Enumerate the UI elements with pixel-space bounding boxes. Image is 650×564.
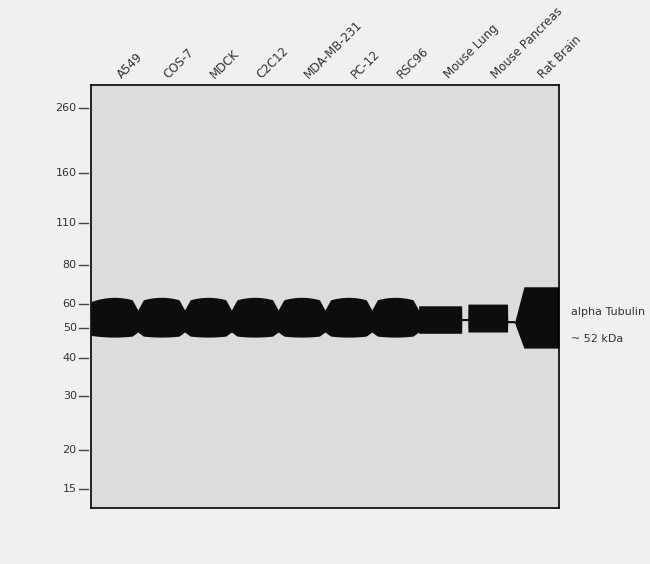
Text: MDA-MB-231: MDA-MB-231	[302, 17, 365, 81]
Text: 15: 15	[62, 483, 77, 494]
Text: Mouse Lung: Mouse Lung	[442, 21, 501, 81]
Text: 80: 80	[62, 260, 77, 270]
Text: Mouse Pancreas: Mouse Pancreas	[489, 5, 565, 81]
Text: 260: 260	[56, 103, 77, 113]
Text: alpha Tubulin: alpha Tubulin	[571, 307, 645, 317]
Text: 30: 30	[62, 391, 77, 401]
Text: COS-7: COS-7	[161, 46, 196, 81]
Text: 60: 60	[62, 298, 77, 309]
Text: 50: 50	[62, 323, 77, 333]
Text: PC-12: PC-12	[348, 47, 382, 81]
Text: RSC96: RSC96	[395, 44, 432, 81]
Text: ~ 52 kDa: ~ 52 kDa	[571, 334, 623, 344]
Text: 40: 40	[62, 352, 77, 363]
Text: 110: 110	[56, 218, 77, 228]
Text: MDCK: MDCK	[208, 47, 242, 81]
Text: Rat Brain: Rat Brain	[536, 33, 584, 81]
Text: 20: 20	[62, 445, 77, 455]
Text: 160: 160	[56, 168, 77, 178]
Text: A549: A549	[114, 50, 145, 81]
Text: C2C12: C2C12	[255, 44, 292, 81]
